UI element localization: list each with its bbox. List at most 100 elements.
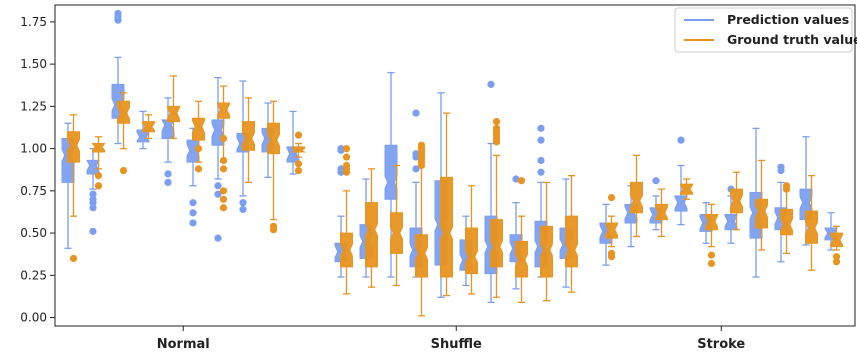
box-body	[565, 215, 578, 268]
box-body	[515, 241, 528, 278]
y-tick-label: 0.25	[20, 268, 47, 282]
box	[67, 114, 80, 263]
outlier-point	[219, 156, 228, 165]
outlier-point	[214, 190, 222, 198]
box	[805, 174, 818, 271]
box-body	[161, 119, 175, 139]
y-tick-label: 1.25	[20, 99, 47, 113]
outlier-point	[214, 234, 222, 242]
outlier-point	[294, 131, 303, 139]
box	[390, 164, 403, 287]
outlier-point	[239, 199, 247, 207]
outlier-point	[652, 177, 660, 185]
box-body	[67, 131, 80, 163]
box-body	[490, 219, 503, 268]
outlier-point	[537, 136, 545, 144]
outlier-point	[89, 204, 97, 212]
box-body	[605, 222, 618, 239]
outlier-point	[412, 109, 420, 117]
outlier-point	[537, 124, 545, 132]
x-axis: Normal Shuffle Stroke	[157, 326, 745, 352]
outlier-point	[89, 199, 97, 207]
outlier-point	[219, 165, 228, 173]
box-body	[440, 176, 453, 278]
box	[830, 225, 843, 266]
x-category-label: Shuffle	[431, 337, 482, 352]
outlier-point	[114, 16, 122, 24]
outlier-point	[607, 253, 616, 261]
outlier-point	[342, 168, 351, 176]
outlier-point	[219, 195, 228, 203]
outlier-point	[337, 168, 345, 176]
outlier-point	[342, 153, 351, 161]
y-tick-label: 1.75	[20, 15, 47, 29]
box-body	[290, 146, 307, 153]
outlier-point	[94, 172, 103, 180]
outlier-point	[417, 161, 426, 170]
box	[780, 182, 793, 255]
outlier-point	[537, 156, 545, 165]
box	[490, 117, 503, 298]
outlier-point	[412, 165, 420, 173]
y-tick-label: 1.00	[20, 142, 47, 156]
box	[92, 136, 105, 190]
outlier-point	[337, 146, 345, 154]
box	[267, 100, 280, 234]
outlier-point	[269, 226, 278, 234]
box-body	[540, 225, 553, 278]
box	[86, 147, 100, 235]
box	[755, 159, 768, 251]
box-body	[705, 213, 718, 231]
outlier-point	[832, 258, 841, 266]
outlier-point	[94, 182, 103, 190]
outlier-point	[189, 219, 197, 227]
outlier-point	[219, 204, 228, 212]
box	[440, 112, 453, 297]
box-body	[630, 181, 643, 214]
box-body	[655, 203, 668, 221]
outlier-point	[89, 190, 97, 198]
outlier-point	[342, 145, 351, 153]
box-body	[267, 122, 280, 155]
outlier-point	[412, 153, 420, 161]
outlier-point	[707, 251, 716, 259]
outlier-point	[492, 117, 501, 126]
outlier-point	[189, 199, 197, 207]
box	[630, 154, 643, 238]
box	[186, 127, 200, 227]
y-tick-label: 1.50	[20, 57, 47, 71]
box-body	[465, 227, 478, 275]
outlier-point	[194, 165, 203, 173]
outlier-point	[194, 145, 203, 153]
box	[167, 75, 180, 140]
box-series	[61, 9, 843, 317]
outlier-point	[294, 160, 303, 168]
box	[290, 131, 307, 175]
x-category-label: Normal	[157, 337, 210, 352]
outlier-point	[239, 205, 247, 214]
box	[565, 174, 578, 293]
box	[465, 185, 478, 295]
box	[680, 178, 693, 200]
box	[484, 80, 498, 303]
box	[242, 97, 255, 184]
outlier-point	[487, 80, 495, 89]
box	[730, 171, 743, 231]
box-body	[192, 117, 205, 141]
box	[217, 85, 230, 212]
box	[605, 194, 618, 261]
outlier-point	[512, 175, 520, 183]
y-tick-label: 0.50	[20, 226, 47, 240]
outlier-point	[189, 209, 197, 217]
legend: Prediction values Ground truth values	[674, 7, 857, 53]
box-body	[384, 144, 398, 200]
legend-label-ground-truth: Ground truth values	[727, 32, 857, 47]
box	[674, 136, 688, 226]
outlier-point	[607, 194, 616, 202]
box-body	[217, 102, 230, 119]
outlier-point	[677, 136, 685, 144]
box-body	[242, 121, 255, 151]
box-body	[755, 198, 768, 229]
box-body	[86, 159, 100, 175]
box-body	[724, 213, 738, 231]
